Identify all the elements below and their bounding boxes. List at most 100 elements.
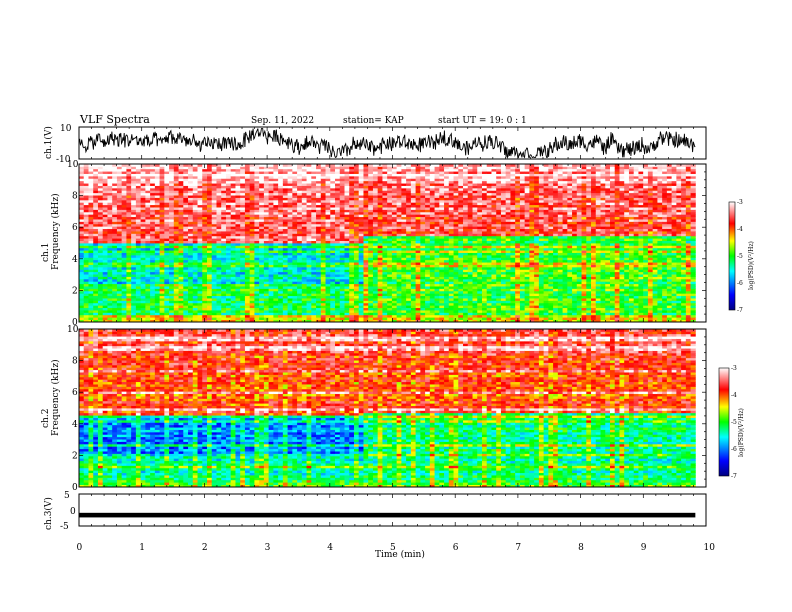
spectrogram-cell: [344, 231, 350, 234]
spectrogram-cell: [140, 300, 146, 304]
spectrogram-cell: [425, 216, 431, 220]
spectrogram-cell: [164, 245, 170, 249]
spectrogram-cell: [97, 312, 104, 316]
spectrogram-cell: [192, 187, 198, 191]
spectrogram-cell: [121, 216, 127, 220]
spectrogram-cell: [391, 180, 398, 184]
spectrogram-cell: [410, 185, 417, 189]
spectrogram-cell: [240, 276, 246, 280]
spectrogram-cell: [396, 314, 402, 318]
spectrogram-cell: [406, 257, 412, 261]
spectrogram-cell: [183, 195, 189, 198]
spectrogram-cell: [154, 238, 160, 241]
spectrogram-cell: [415, 202, 421, 206]
spectrogram-cell: [406, 235, 412, 239]
spectrogram-cell: [154, 219, 160, 222]
spectrogram-cell: [97, 175, 104, 179]
spectrogram-cell: [415, 207, 421, 210]
spectrogram-cell: [372, 257, 379, 261]
spectrogram-cell: [188, 231, 194, 234]
spectrogram-cell: [349, 214, 355, 218]
spectrogram-cell: [287, 233, 293, 237]
spectrogram-cell: [230, 278, 236, 282]
spectrogram-cell: [183, 276, 189, 280]
spectrogram-cell: [164, 221, 170, 225]
spectrogram-cell: [387, 228, 393, 232]
spectrogram-cell: [425, 264, 431, 268]
spectrogram-cell: [93, 257, 99, 261]
spectrogram-cell: [135, 209, 142, 213]
spectrogram-cell: [353, 266, 360, 270]
spectrogram-cell: [102, 247, 108, 251]
spectrogram-cell: [150, 235, 156, 239]
spectrogram-cell: [263, 204, 270, 208]
spectrogram-cell: [268, 317, 274, 320]
spectrogram-cell: [188, 266, 194, 270]
spectrogram-cell: [292, 216, 298, 220]
spectrogram-cell: [344, 228, 350, 232]
spectrogram-cell: [154, 199, 160, 203]
spectrogram-cell: [282, 264, 289, 268]
spectrogram-cell: [164, 252, 170, 256]
spectrogram-cell: [202, 173, 208, 177]
spectrogram-cell: [230, 221, 236, 225]
spectrogram-cell: [282, 187, 289, 191]
spectrogram-cell: [335, 288, 341, 292]
spectrogram-cell: [297, 214, 303, 218]
spectrogram-cell: [368, 209, 374, 213]
spectrogram-cell: [173, 319, 179, 323]
spectrogram-cell: [83, 192, 89, 196]
spectrogram-cell: [387, 209, 393, 213]
spectrogram-cell: [349, 190, 355, 194]
spectrogram-cell: [273, 302, 279, 306]
spectrogram-cell: [382, 281, 388, 285]
spectrogram-cell: [164, 271, 170, 275]
spectrogram-cell: [363, 257, 369, 261]
spectrogram-cell: [259, 235, 265, 239]
spectrogram-cell: [401, 238, 407, 241]
spectrogram-cell: [306, 314, 312, 318]
spectrogram-cell: [372, 252, 379, 256]
spectrogram-cell: [425, 211, 431, 215]
spectrogram-cell: [93, 183, 99, 186]
spectrogram-cell: [235, 187, 241, 191]
spectrogram-cell: [278, 168, 284, 172]
spectrogram-cell: [415, 204, 421, 208]
spectrogram-cell: [263, 274, 270, 277]
spectrogram-cell: [358, 190, 364, 194]
spectrogram-cell: [410, 288, 417, 292]
spectrogram-cell: [88, 281, 94, 285]
spectrogram-cell: [121, 288, 127, 292]
spectrogram-cell: [240, 204, 246, 208]
spectrogram-cell: [358, 247, 364, 251]
spectrogram-cell: [126, 214, 132, 218]
spectrogram-cell: [183, 300, 189, 304]
spectrogram-cell: [135, 228, 142, 232]
spectrogram-cell: [263, 250, 270, 253]
spectrogram-cell: [102, 202, 108, 206]
spectrogram-cell: [183, 290, 189, 294]
spectrogram-cell: [135, 202, 142, 206]
spectrogram-cell: [88, 262, 94, 265]
spectrogram-cell: [221, 293, 227, 297]
spectrogram-cell: [420, 183, 426, 186]
spectrogram-cell: [102, 214, 108, 218]
spectrogram-cell: [135, 252, 142, 256]
spectrogram-cell: [353, 209, 360, 213]
spectrogram-cell: [164, 185, 170, 189]
spectrogram-cell: [140, 202, 146, 206]
spectrogram-cell: [169, 226, 175, 230]
spectrogram-cell: [377, 214, 383, 218]
spectrogram-cell: [325, 314, 331, 318]
spectrogram-cell: [410, 202, 417, 206]
spectrogram-cell: [116, 245, 123, 249]
spectrogram-cell: [363, 314, 369, 318]
spectrogram-cell: [401, 211, 407, 215]
spectrogram-cell: [135, 221, 142, 225]
spectrogram-cell: [235, 223, 241, 227]
spectrogram-cell: [235, 257, 241, 261]
spectrogram-cell: [316, 245, 322, 249]
spectrogram-cell: [164, 197, 170, 201]
spectrogram-cell: [320, 183, 326, 186]
spectrogram-cell: [244, 178, 251, 182]
